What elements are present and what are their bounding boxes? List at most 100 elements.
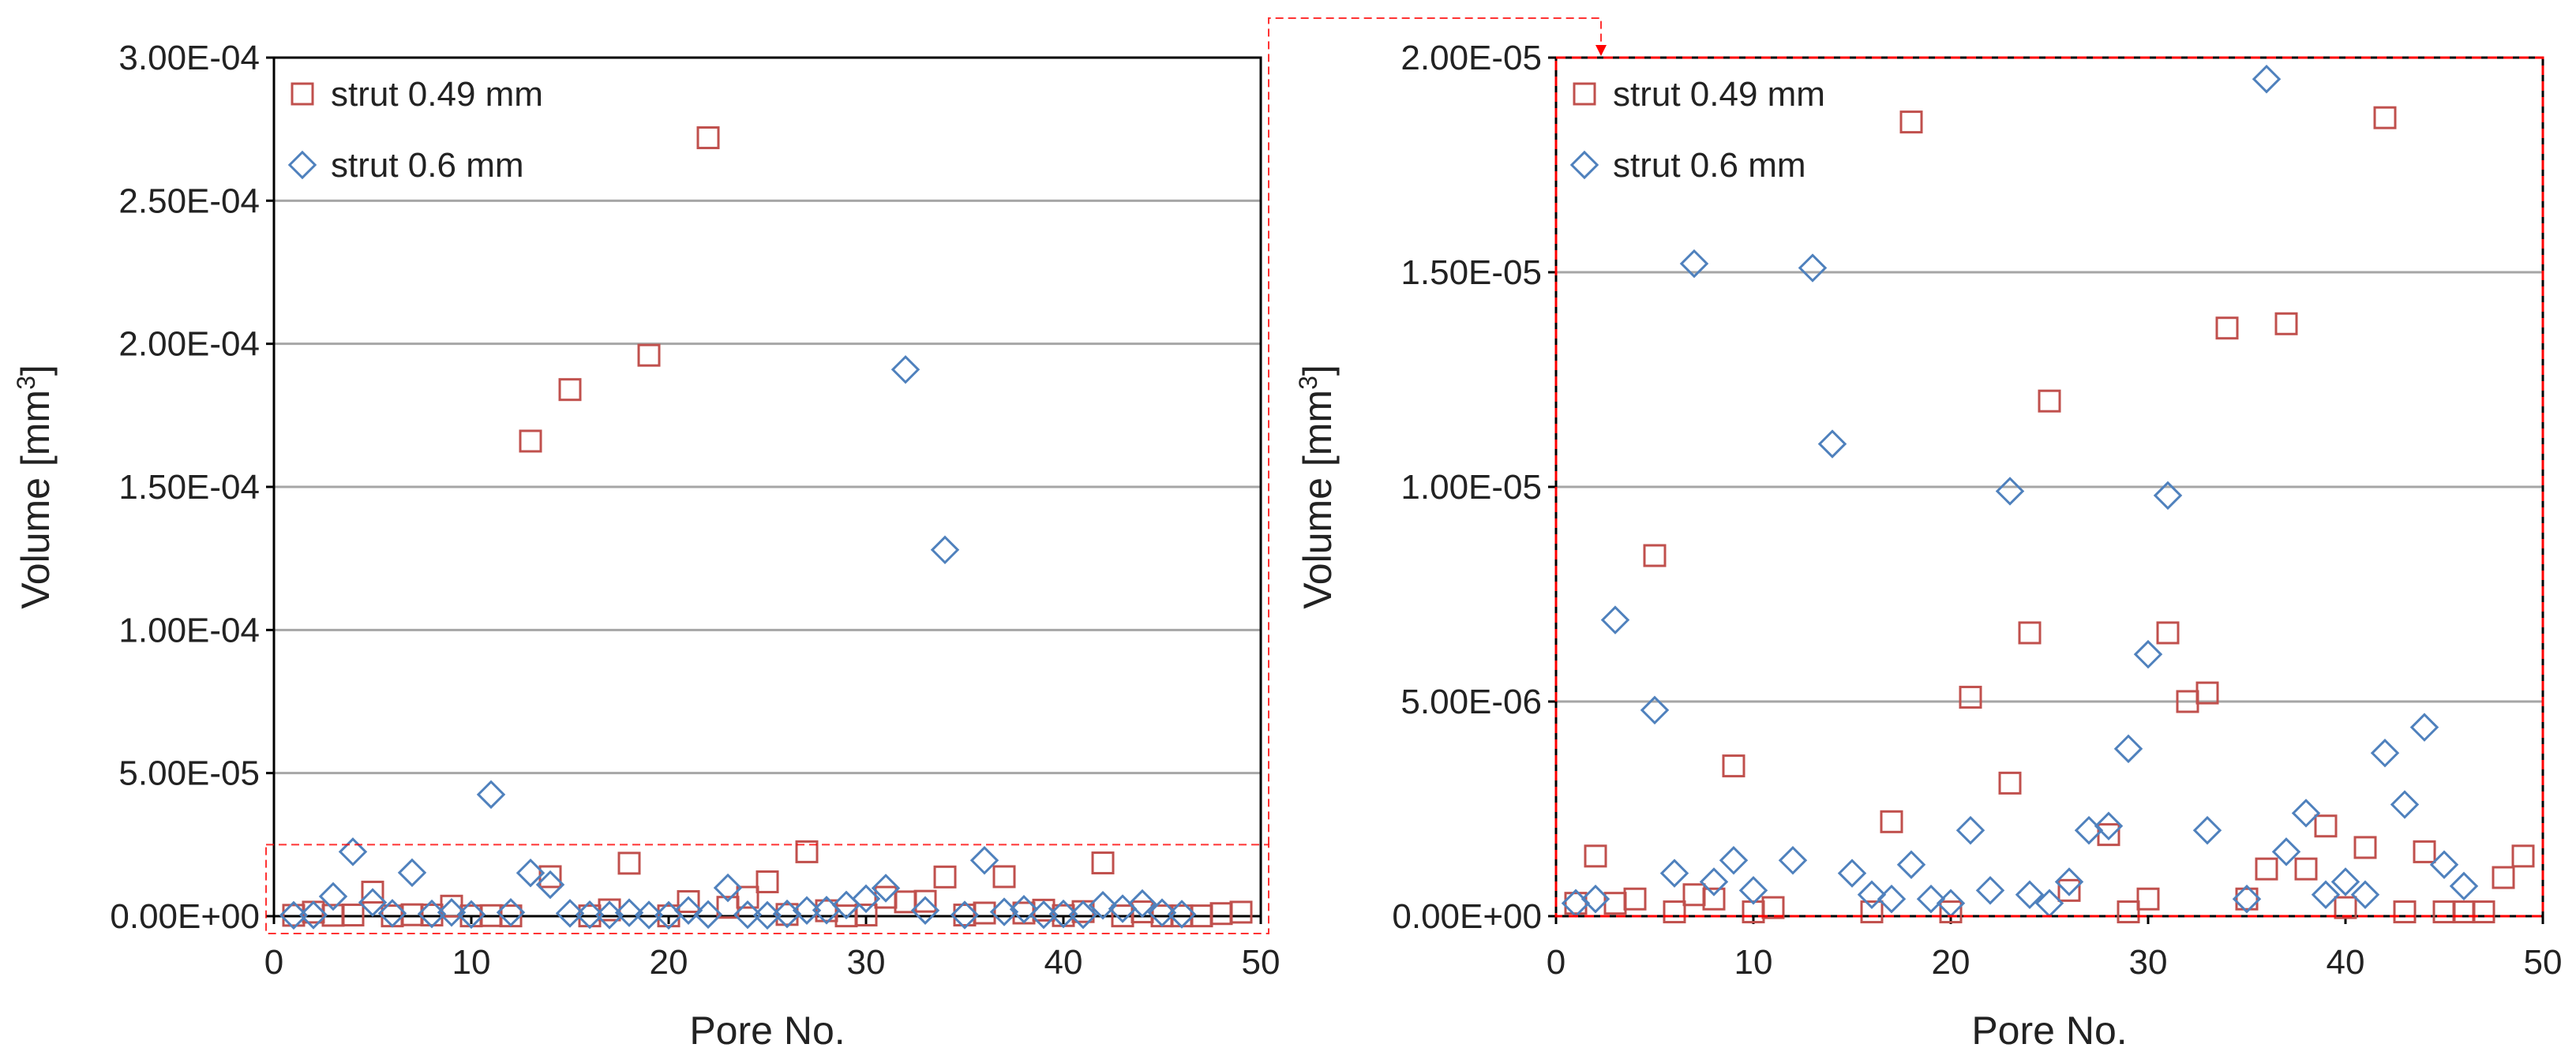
data-point-square (341, 904, 365, 927)
data-point-diamond (1679, 249, 1709, 279)
data-point-diamond (969, 846, 999, 875)
data-point-square (2195, 681, 2219, 705)
y-tick-label: 1.50E-05 (1400, 253, 1542, 292)
x-tick-label: 10 (452, 943, 491, 982)
data-point-diamond (851, 884, 881, 914)
data-point-square (2413, 840, 2436, 863)
data-point-square (519, 429, 542, 453)
data-point-diamond (338, 837, 368, 866)
data-point-diamond (358, 888, 388, 917)
data-point-square (1939, 900, 1963, 924)
data-point-diamond (910, 896, 940, 925)
data-point-diamond (1916, 884, 1946, 914)
data-point-square (1623, 887, 1647, 911)
y-tick-label: 0.00E+00 (110, 897, 260, 936)
data-point-diamond (437, 898, 467, 927)
data-point-square (1761, 896, 1785, 919)
data-point-diamond (871, 874, 901, 903)
data-point-diamond (693, 900, 723, 930)
x-tick-label: 40 (2327, 943, 2365, 982)
x-tick-label: 20 (650, 943, 688, 982)
legend-label: strut 0.6 mm (1613, 146, 1806, 185)
data-point-diamond (1580, 884, 1610, 914)
data-point-diamond (1640, 695, 1670, 725)
data-point-diamond (1561, 889, 1591, 918)
y-tick-label: 2.00E-04 (118, 325, 260, 364)
data-point-square (2472, 900, 2495, 924)
y-tick-label: 1.00E-05 (1400, 468, 1542, 507)
data-point-diamond (2370, 739, 2400, 768)
data-point-diamond (496, 898, 526, 927)
y-tick-label: 5.00E-06 (1400, 683, 1542, 721)
data-point-square (1899, 110, 1923, 134)
legend-marker-diamond (287, 150, 317, 180)
data-point-diamond (2232, 884, 2262, 914)
data-point-square (1229, 900, 1253, 924)
data-point-diamond (279, 900, 309, 930)
data-point-square (1091, 851, 1115, 875)
x-tick-label: 30 (847, 943, 886, 982)
data-point-square (2136, 887, 2160, 911)
data-point-square (1860, 900, 1884, 924)
data-point-diamond (1936, 889, 1966, 918)
data-point-square (2314, 814, 2338, 838)
data-point-square (795, 840, 819, 863)
data-point-diamond (1147, 898, 1177, 927)
data-point-diamond (1127, 889, 1157, 919)
data-point-square (2353, 836, 2377, 859)
data-point-diamond (1659, 859, 1689, 888)
y-tick-label: 1.00E-04 (118, 611, 260, 649)
data-point-diamond (1995, 477, 2025, 506)
y-axis-title: Volume [mm3] (12, 365, 58, 609)
data-point-square (677, 890, 700, 914)
data-point-diamond (1699, 867, 1729, 896)
data-point-square (2235, 887, 2259, 911)
legend-marker-diamond (1569, 150, 1599, 180)
data-point-diamond (1088, 890, 1118, 920)
data-point-diamond (2252, 64, 2282, 94)
x-tick-label: 20 (1932, 943, 1970, 982)
data-point-square (854, 904, 878, 927)
data-point-square (1880, 810, 1903, 833)
data-point-diamond (2350, 880, 2380, 910)
data-point-square (2215, 316, 2239, 340)
data-point-diamond (516, 858, 546, 888)
data-point-square (2117, 900, 2140, 924)
data-point-diamond (2192, 815, 2222, 845)
data-point-diamond (1955, 815, 1985, 845)
data-point-diamond (2311, 880, 2341, 910)
data-point-square (2038, 389, 2061, 413)
data-point-diamond (1048, 899, 1078, 929)
data-point-diamond (1738, 876, 1768, 905)
data-point-diamond (1817, 429, 1847, 458)
data-point-square (617, 851, 641, 875)
y-tick-label: 1.50E-04 (118, 468, 260, 507)
data-point-square (2156, 621, 2180, 645)
y-tick-label: 5.00E-05 (118, 754, 260, 793)
data-point-diamond (930, 535, 960, 565)
data-point-square (913, 889, 937, 913)
data-point-square (2492, 866, 2515, 889)
connector-arrowhead (1595, 45, 1607, 56)
data-point-square (2511, 844, 2535, 868)
data-point-diamond (950, 900, 980, 930)
data-point-square (1584, 844, 1607, 868)
data-point-square (2255, 857, 2278, 881)
y-tick-label: 2.50E-04 (118, 181, 260, 220)
zoomed-frame (1554, 56, 2544, 918)
y-tick-label: 3.00E-04 (118, 39, 260, 77)
data-point-diamond (1877, 884, 1907, 914)
legend-label: strut 0.6 mm (331, 146, 524, 185)
data-point-square (1682, 883, 1706, 907)
data-point-diamond (634, 900, 664, 930)
x-tick-label: 50 (2524, 943, 2563, 982)
data-point-diamond (614, 898, 644, 927)
data-point-diamond (1009, 895, 1039, 924)
data-point-diamond (1029, 900, 1059, 930)
data-point-diamond (535, 870, 565, 900)
data-point-square (1959, 686, 1982, 709)
data-point-diamond (476, 780, 506, 810)
data-point-diamond (792, 896, 822, 925)
data-point-square (2334, 896, 2357, 919)
y-axis-title: Volume [mm3] (1294, 365, 1340, 609)
